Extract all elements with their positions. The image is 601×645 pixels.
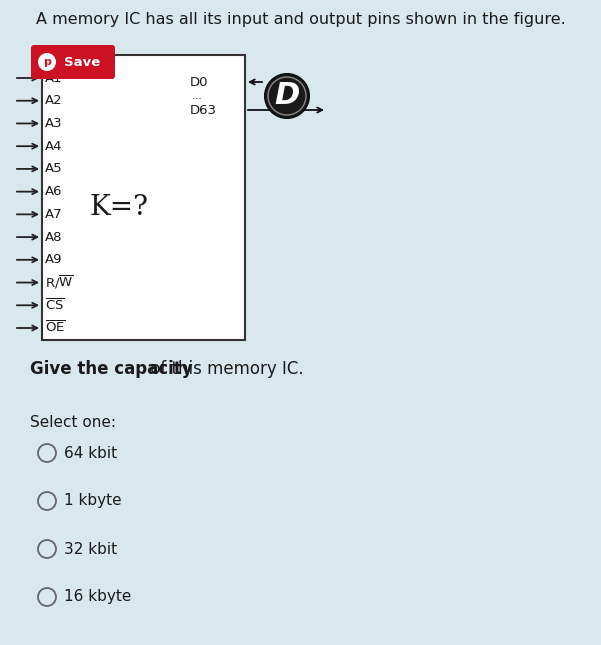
Circle shape — [265, 74, 309, 118]
Text: $\overline{\mathrm{OE}}$: $\overline{\mathrm{OE}}$ — [45, 321, 66, 335]
FancyBboxPatch shape — [31, 45, 115, 79]
Text: A5: A5 — [45, 163, 63, 175]
Text: A memory IC has all its input and output pins shown in the figure.: A memory IC has all its input and output… — [35, 12, 566, 27]
Text: p: p — [43, 57, 51, 67]
Circle shape — [38, 53, 56, 71]
Text: A1: A1 — [45, 72, 63, 84]
Bar — [42, 55, 245, 340]
Text: A8: A8 — [45, 231, 63, 244]
Text: A6: A6 — [45, 185, 63, 198]
Text: A4: A4 — [45, 140, 63, 153]
Text: Select one:: Select one: — [30, 415, 116, 430]
Text: A9: A9 — [45, 253, 63, 266]
Text: D63: D63 — [190, 103, 217, 117]
Text: of this memory IC.: of this memory IC. — [145, 360, 304, 378]
Text: D0: D0 — [190, 75, 209, 88]
Text: 16 kbyte: 16 kbyte — [64, 590, 132, 604]
Text: ...: ... — [192, 91, 203, 101]
Text: A3: A3 — [45, 117, 63, 130]
Text: A7: A7 — [45, 208, 63, 221]
Text: K=?: K=? — [90, 194, 148, 221]
Text: $\overline{\mathrm{CS}}$: $\overline{\mathrm{CS}}$ — [45, 297, 65, 313]
Text: Give the capacity: Give the capacity — [30, 360, 193, 378]
Text: Save: Save — [64, 55, 100, 68]
Text: 64 kbit: 64 kbit — [64, 446, 117, 461]
Text: 1 kbyte: 1 kbyte — [64, 493, 121, 508]
Text: A2: A2 — [45, 94, 63, 107]
Text: R/$\overline{\mathrm{W}}$: R/$\overline{\mathrm{W}}$ — [45, 274, 74, 291]
Text: 32 kbit: 32 kbit — [64, 542, 117, 557]
Text: D: D — [274, 81, 300, 110]
